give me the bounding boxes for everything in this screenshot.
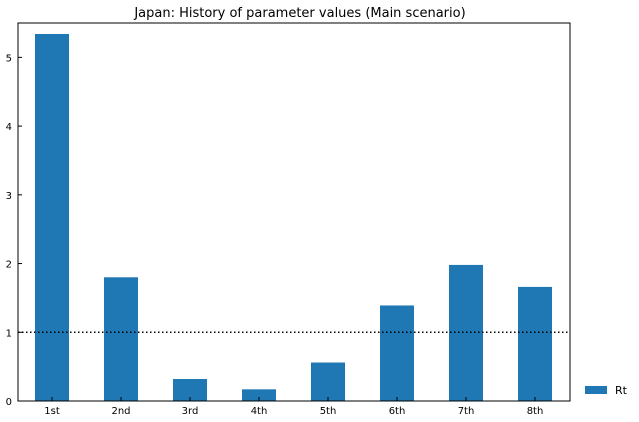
y-axis: 0 1 2 3 4 5 (6, 53, 22, 408)
bar-4th (242, 389, 276, 401)
x-tick-label: 5th (320, 406, 337, 417)
legend: Rt (585, 384, 628, 397)
x-tick-label: 4th (251, 406, 268, 417)
x-tick-label: 3rd (182, 406, 199, 417)
bar-5th (311, 362, 345, 401)
bar-6th (380, 305, 414, 401)
bars (35, 33, 552, 401)
y-tick-label: 2 (6, 260, 12, 271)
bar-2nd (104, 277, 138, 401)
bar-1st (35, 33, 69, 401)
plot-frame (17, 22, 571, 402)
x-tick-label: 2nd (111, 406, 130, 417)
y-tick-label: 4 (6, 122, 12, 133)
bar-3rd (173, 379, 207, 401)
bar-8th (518, 286, 552, 401)
y-tick-label: 3 (6, 191, 12, 202)
chart-title: Japan: History of parameter values (Main… (133, 6, 465, 21)
x-tick-label: 8th (527, 406, 544, 417)
y-tick-label: 1 (6, 328, 12, 339)
x-tick-label: 6th (389, 406, 406, 417)
x-tick-label: 1st (44, 406, 60, 417)
legend-swatch (585, 386, 607, 394)
x-axis: 1st 2nd 3rd 4th 5th 6th 7th 8th (44, 397, 543, 417)
y-tick-label: 5 (6, 53, 12, 64)
y-tick-label: 0 (6, 397, 12, 408)
x-tick-label: 7th (458, 406, 475, 417)
legend-label: Rt (615, 384, 628, 397)
